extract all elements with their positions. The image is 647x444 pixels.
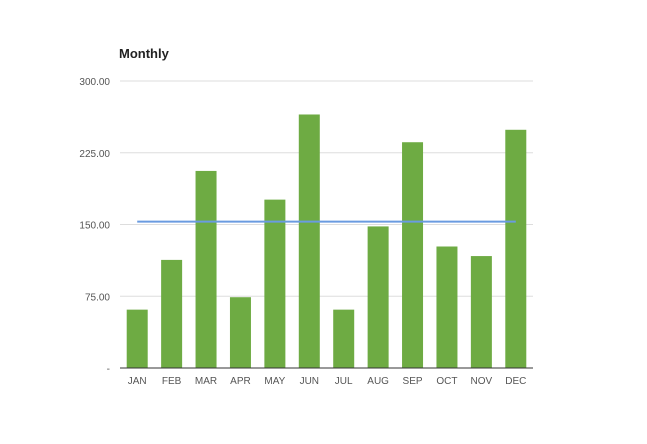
x-tick-label: SEP (403, 376, 423, 387)
x-tick-label: AUG (367, 376, 389, 387)
bar-apr (229, 297, 251, 368)
bar-oct (436, 246, 458, 368)
bar-mar (195, 170, 217, 368)
y-tick-label: 225.00 (79, 149, 110, 160)
x-tick-label: FEB (162, 376, 182, 387)
x-tick-label: MAY (264, 376, 285, 387)
bar-jun (298, 114, 320, 368)
x-tick-label: JUL (335, 376, 353, 387)
bar-feb (161, 259, 183, 368)
x-tick-label: JUN (300, 376, 319, 387)
bar-sep (402, 142, 424, 368)
bar-aug (367, 226, 389, 368)
chart-title: Monthly (119, 46, 170, 61)
x-tick-label: OCT (436, 376, 457, 387)
y-tick-label: 300.00 (79, 77, 110, 88)
x-tick-label: JAN (128, 376, 147, 387)
y-tick-label: 75.00 (85, 292, 110, 303)
bar-nov (470, 256, 492, 368)
y-tick-label: 150.00 (79, 221, 110, 232)
bar-jul (333, 309, 355, 368)
bar-may (264, 199, 286, 368)
x-tick-label: NOV (471, 376, 493, 387)
y-tick-label: - (107, 364, 110, 375)
x-tick-label: DEC (505, 376, 526, 387)
bar-jan (126, 309, 148, 368)
x-tick-label: MAR (195, 376, 217, 387)
bar-dec (505, 129, 527, 368)
x-tick-label: APR (230, 376, 251, 387)
